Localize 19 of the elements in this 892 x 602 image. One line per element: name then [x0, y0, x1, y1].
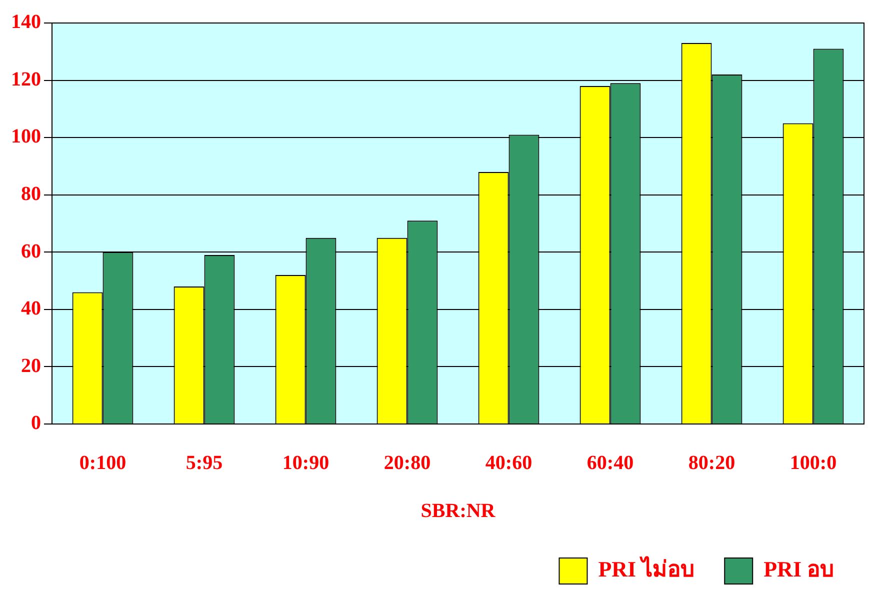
y-tick-label: 0 — [31, 412, 41, 434]
y-tick-label: 80 — [21, 183, 41, 206]
y-tick-label: 40 — [21, 298, 41, 320]
legend-label: PRI อบ — [764, 556, 834, 582]
legend-label: PRI ไม่อบ — [598, 556, 695, 582]
x-tick-label: 80:20 — [688, 452, 736, 474]
x-tick-label: 5:95 — [186, 452, 223, 474]
y-tick-label: 60 — [21, 240, 41, 262]
y-tick-label: 20 — [21, 354, 41, 377]
x-tick-label: 60:40 — [586, 452, 634, 474]
y-tick-label: 100 — [11, 126, 41, 148]
x-tick-label: 0:100 — [79, 452, 126, 474]
x-tick-label: 20:80 — [384, 452, 431, 474]
x-tick-label: 10:90 — [282, 452, 330, 474]
y-tick-label: 120 — [11, 68, 41, 90]
x-tick-label: 40:60 — [485, 452, 532, 474]
x-axis-title: SBR:NR — [420, 500, 496, 522]
x-tick-label: 100:0 — [790, 452, 837, 474]
y-tick-label: 140 — [11, 11, 41, 34]
